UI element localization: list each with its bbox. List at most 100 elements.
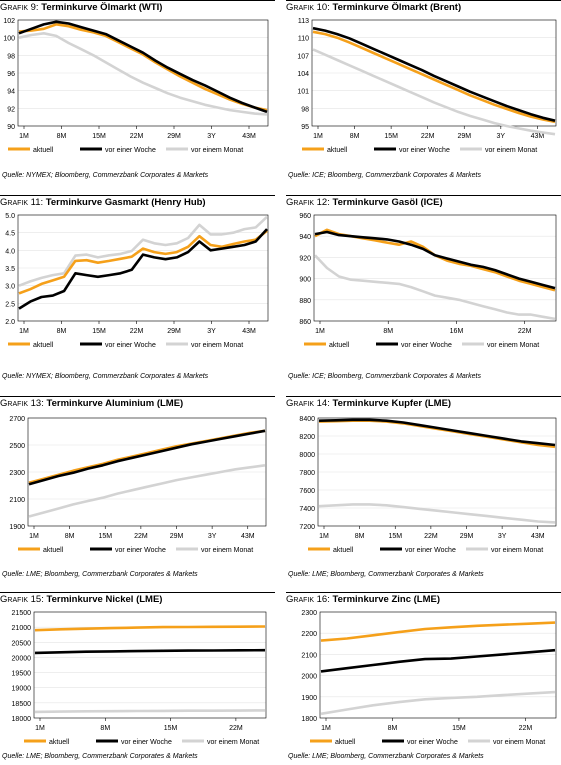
- series-line-vor-einer-woche: [314, 230, 556, 290]
- panel-rule: [286, 592, 561, 593]
- y-tick-label: 4.0: [5, 248, 15, 255]
- y-tick-label: 900: [299, 277, 311, 284]
- x-tick-label: 8M: [388, 725, 398, 732]
- panel-rule: [0, 396, 275, 397]
- y-tick-label: 1800: [301, 716, 317, 723]
- x-tick-label: 8M: [100, 725, 110, 732]
- y-tick-label: 2500: [9, 443, 25, 450]
- chart-name: Terminkurve Ölmarkt (Brent): [329, 2, 462, 13]
- chart-name: Terminkurve Nickel (LME): [43, 594, 163, 605]
- y-tick-label: 92: [7, 106, 15, 113]
- y-tick-label: 880: [299, 298, 311, 305]
- chart-title: Grafik 15: Terminkurve Nickel (LME): [0, 594, 162, 605]
- chart-title: Grafik 13: Terminkurve Aluminium (LME): [0, 398, 183, 409]
- y-tick-label: 18000: [12, 716, 32, 723]
- series-line-vor-einem-monat: [34, 709, 266, 714]
- chart-title: Grafik 14: Terminkurve Kupfer (LME): [286, 398, 451, 409]
- legend-label: vor einer Woche: [105, 342, 156, 349]
- y-tick-label: 7200: [299, 524, 315, 531]
- legend-label: vor einem Monat: [491, 547, 543, 554]
- y-tick-label: 101: [297, 89, 309, 96]
- x-tick-label: 3Y: [207, 133, 216, 140]
- y-tick-label: 19500: [12, 671, 32, 678]
- series-line-vor-einem-monat: [320, 690, 556, 716]
- legend-label: vor einem Monat: [191, 147, 243, 154]
- x-tick-label: 22M: [130, 328, 144, 335]
- legend-label: aktuell: [49, 739, 70, 746]
- x-tick-label: 3Y: [497, 133, 506, 140]
- y-tick-label: 8200: [299, 434, 315, 441]
- y-tick-label: 18500: [12, 701, 32, 708]
- chart-source: Quelle: LME; Bloomberg, Commerzbank Corp…: [2, 753, 198, 760]
- chart-title: Grafik 11: Terminkurve Gasmarkt (Henry H…: [0, 197, 206, 208]
- x-tick-label: 3Y: [208, 533, 217, 540]
- legend-label: vor einer Woche: [401, 342, 452, 349]
- chart-prefix: Grafik 11:: [0, 197, 44, 208]
- legend-label: aktuell: [335, 739, 356, 746]
- x-tick-label: 29M: [167, 133, 181, 140]
- x-tick-label: 1M: [313, 133, 323, 140]
- x-tick-label: 15M: [92, 133, 106, 140]
- plot-frame: [17, 214, 269, 322]
- chart-source: Quelle: NYMEX; Bloomberg, Commerzbank Co…: [2, 373, 209, 380]
- y-tick-label: 113: [298, 18, 309, 25]
- y-tick-label: 7400: [299, 506, 315, 513]
- y-tick-label: 21000: [12, 625, 32, 632]
- y-tick-label: 8000: [299, 452, 315, 459]
- series-line-vor-einem-monat: [312, 48, 556, 136]
- series-line-vor-einer-woche: [18, 20, 268, 114]
- legend-label: vor einer Woche: [115, 547, 166, 554]
- series-line-aktuell: [34, 625, 266, 632]
- legend-label: vor einem Monat: [493, 739, 545, 746]
- y-tick-label: 920: [299, 255, 311, 262]
- chart-source: Quelle: ICE; Bloomberg, Commerzbank Corp…: [288, 373, 481, 380]
- y-tick-label: 3.5: [5, 266, 15, 273]
- y-tick-label: 2300: [301, 610, 317, 617]
- series-line-vor-einem-monat: [18, 31, 268, 116]
- y-tick-label: 1900: [301, 695, 317, 702]
- y-tick-label: 110: [298, 36, 309, 43]
- panel-rule: [286, 195, 561, 196]
- line-chart: 18000 18500 19000 19500 20000 20500 21000 21500…: [12, 610, 267, 746]
- y-tick-label: 95: [301, 124, 309, 131]
- chart-prefix: Grafik 16:: [286, 594, 330, 605]
- x-tick-label: 15M: [384, 133, 398, 140]
- x-tick-label: 1M: [319, 533, 329, 540]
- line-chart: 90 92 94 96 98 100 102 1M 8M 15M 22M 29M 3Y 43M aktuel…: [3, 18, 269, 154]
- x-tick-label: 15M: [388, 533, 402, 540]
- y-tick-label: 20000: [12, 655, 32, 662]
- legend-label: aktuell: [43, 547, 64, 554]
- y-tick-label: 2.0: [5, 319, 15, 326]
- chart-prefix: Grafik 9:: [0, 2, 39, 13]
- plot-frame: [17, 19, 269, 127]
- y-tick-label: 3.0: [5, 284, 15, 291]
- x-tick-label: 1M: [19, 328, 29, 335]
- y-tick-label: 2200: [301, 631, 317, 638]
- x-tick-label: 29M: [167, 328, 181, 335]
- y-tick-label: 21500: [12, 610, 32, 617]
- line-chart: 860 880 900 920 940 960 1M 8M 16M 22M aktuell vor e…: [299, 213, 557, 349]
- y-tick-label: 2100: [9, 497, 25, 504]
- plot-frame: [27, 417, 267, 527]
- y-tick-label: 2000: [301, 674, 317, 681]
- y-tick-label: 19000: [12, 686, 32, 693]
- panel-rule: [286, 396, 561, 397]
- legend-label: vor einer Woche: [407, 739, 458, 746]
- x-tick-label: 43M: [241, 533, 255, 540]
- chart-source: Quelle: ICE; Bloomberg, Commerzbank Corp…: [288, 172, 481, 179]
- x-tick-label: 8M: [57, 133, 67, 140]
- x-tick-label: 8M: [350, 133, 360, 140]
- x-tick-label: 8M: [383, 328, 393, 335]
- y-tick-label: 98: [301, 106, 309, 113]
- chart-name: Terminkurve Gasöl (ICE): [329, 197, 443, 208]
- y-tick-label: 2100: [301, 652, 317, 659]
- plot-frame: [313, 214, 557, 322]
- y-tick-label: 1900: [9, 524, 25, 531]
- legend-label: vor einem Monat: [201, 547, 253, 554]
- plot-frame: [319, 611, 557, 719]
- panel-rule: [0, 0, 275, 1]
- y-tick-label: 107: [297, 53, 309, 60]
- y-tick-label: 94: [7, 89, 15, 96]
- y-tick-label: 4.5: [5, 231, 15, 238]
- series-line-vor-einem-monat: [318, 503, 556, 524]
